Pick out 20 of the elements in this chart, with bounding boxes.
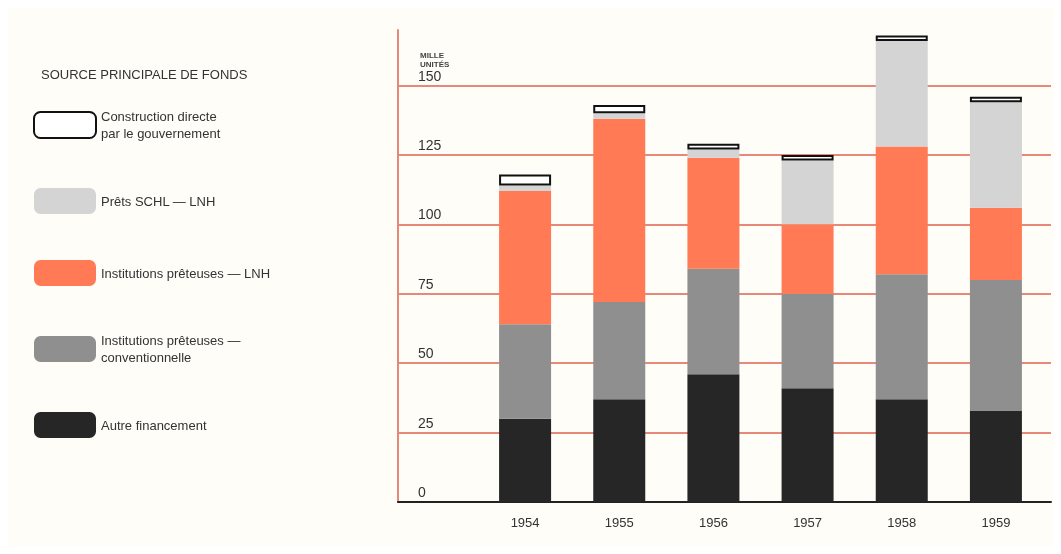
y-tick-label: 0 [418, 484, 426, 500]
legend-label: Institutions prêteuses — LNH [101, 265, 271, 281]
x-tick-label: 1954 [510, 515, 540, 530]
y-axis-title: MILLE UNITÉS [420, 50, 450, 69]
x-tick-label: 1955 [604, 515, 634, 530]
legend-label: Institutions prêteuses — conventionnelle [101, 333, 241, 365]
y-tick-label: 25 [418, 414, 434, 431]
y-tick-label: 100 [418, 206, 442, 223]
x-tick-label: 1956 [698, 515, 728, 530]
y-tick-label: 125 [418, 136, 442, 153]
x-tick-label: 1959 [981, 515, 1011, 530]
x-tick-label: 1957 [793, 515, 823, 530]
y-tick-label: 50 [418, 345, 434, 362]
legend-title: SOURCE PRINCIPALE DE FONDS [41, 67, 248, 82]
legend-label: Construction directe par le gouvernement [101, 109, 221, 141]
x-tick-label: 1958 [887, 515, 917, 530]
y-tick-label: 75 [418, 275, 434, 292]
y-tick-label: 150 [418, 67, 442, 84]
legend-label: Autre financement [101, 417, 207, 433]
legend-label: Prêts SCHL — LNH [101, 193, 216, 209]
